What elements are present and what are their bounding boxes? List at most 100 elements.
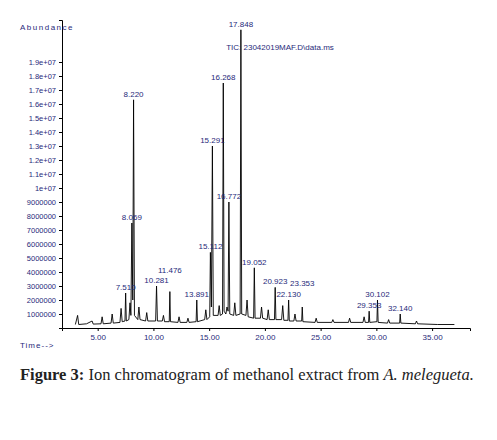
peak-label: 32.140 xyxy=(388,304,413,313)
y-tick: 7000000 xyxy=(27,226,62,235)
y-tick-mark xyxy=(59,258,62,259)
y-tick-label: 1.5e+07 xyxy=(29,114,56,123)
x-tick-label: 30.00 xyxy=(367,333,388,342)
x-tick-mark xyxy=(432,328,433,331)
x-tick-mark xyxy=(376,328,377,331)
peak-label: 10.281 xyxy=(144,276,169,285)
y-tick-label: 1.4e+07 xyxy=(29,128,56,137)
y-tick-mark xyxy=(59,272,62,273)
y-tick: 4000000 xyxy=(27,268,62,277)
x-tick-mark xyxy=(98,328,99,331)
y-tick-mark xyxy=(59,314,62,315)
y-tick-mark xyxy=(59,174,62,175)
peak-label: 15.112 xyxy=(198,242,222,251)
y-tick-mark xyxy=(59,160,62,161)
y-tick-mark xyxy=(59,216,62,217)
y-tick-mark xyxy=(59,286,62,287)
y-tick-label: 4000000 xyxy=(27,268,56,277)
x-tick-mark xyxy=(153,328,154,331)
y-tick-mark xyxy=(59,132,62,133)
peak-label: 19.052 xyxy=(242,258,267,267)
y-tick-label: 1.6e+07 xyxy=(29,100,56,109)
caption-label: Figure 3: xyxy=(20,365,84,384)
y-tick: 1.9e+07 xyxy=(29,58,62,67)
x-tick-label: 35.00 xyxy=(423,333,444,342)
y-axis: 1000000 2000000 3000000 4000000 5000000 60000… xyxy=(27,21,63,329)
y-tick: 1.4e+07 xyxy=(29,128,62,137)
x-tick-label: 20.00 xyxy=(255,333,276,342)
y-tick-label: 1.8e+07 xyxy=(29,72,56,81)
y-tick-mark xyxy=(59,202,62,203)
y-tick: 1.2e+07 xyxy=(29,156,62,165)
y-tick: 3000000 xyxy=(27,282,62,291)
figure: 1000000 2000000 3000000 4000000 5000000 60000… xyxy=(0,0,497,440)
y-tick-mark xyxy=(59,90,62,91)
peak-label: 30.102 xyxy=(365,290,390,299)
x-tick: 20.00 xyxy=(255,328,276,342)
y-tick-mark xyxy=(59,188,62,189)
peak-label: 23.353 xyxy=(290,279,315,288)
chromatogram-trace xyxy=(75,30,454,325)
x-tick-mark xyxy=(265,328,266,331)
x-tick-mark xyxy=(209,328,210,331)
caption-species: A. melegueta. xyxy=(384,365,474,384)
y-tick-label: 1.2e+07 xyxy=(29,156,56,165)
x-tick: 15.00 xyxy=(200,328,221,342)
peak-label: 20.923 xyxy=(263,277,288,286)
y-tick-mark xyxy=(59,118,62,119)
y-tick-mark xyxy=(59,62,62,63)
peak-label: 7.510 xyxy=(116,283,137,292)
caption-text: Ion chromatogram of methanol extract fro… xyxy=(88,365,379,384)
y-axis-line xyxy=(59,21,63,329)
peak-label: 8.220 xyxy=(124,90,145,99)
peak-label: 29.353 xyxy=(357,301,382,310)
peak-label: 15.291 xyxy=(200,136,225,145)
y-tick: 5000000 xyxy=(27,254,62,263)
y-tick: 6000000 xyxy=(27,240,62,249)
peak-label: 11.476 xyxy=(158,266,182,275)
y-tick-label: 6000000 xyxy=(27,240,56,249)
x-tick-mark xyxy=(321,328,322,331)
y-tick: 1e+07 xyxy=(35,184,62,193)
y-tick-label: 1.3e+07 xyxy=(29,142,56,151)
x-tick-label: 10.00 xyxy=(144,333,165,342)
y-tick-mark xyxy=(59,104,62,105)
y-tick-label: 1.7e+07 xyxy=(29,86,56,95)
y-tick: 1.6e+07 xyxy=(29,100,62,109)
y-tick-mark xyxy=(59,146,62,147)
y-tick-label: 1e+07 xyxy=(35,184,56,193)
x-axis-title: Time--> xyxy=(20,341,54,350)
y-tick-mark xyxy=(59,230,62,231)
x-tick-label: 25.00 xyxy=(311,333,332,342)
plot-area xyxy=(75,30,454,325)
x-tick: 5.00 xyxy=(90,328,106,342)
x-tick-label: 15.00 xyxy=(200,333,221,342)
y-tick-label: 1.1e+07 xyxy=(29,170,56,179)
y-tick: 1000000 xyxy=(27,310,62,319)
y-tick: 2000000 xyxy=(27,296,62,305)
y-tick-label: 9000000 xyxy=(27,198,56,207)
x-axis-line xyxy=(63,329,471,332)
y-tick-label: 7000000 xyxy=(27,226,56,235)
y-tick-mark xyxy=(59,76,62,77)
y-tick-label: 1.9e+07 xyxy=(29,58,56,67)
peak-label: 22.130 xyxy=(276,290,301,299)
y-tick: 1.1e+07 xyxy=(29,170,62,179)
x-tick: 35.00 xyxy=(423,328,444,342)
title: TIC: 23042019MAF.D\data.ms xyxy=(226,43,334,52)
y-tick-label: 8000000 xyxy=(27,212,56,221)
x-tick-label: 5.00 xyxy=(90,333,106,342)
peak-label: 13.891 xyxy=(185,290,210,299)
y-axis-title: Abundance xyxy=(20,23,74,32)
y-tick-mark xyxy=(59,244,62,245)
x-tick: 10.00 xyxy=(144,328,165,342)
y-tick: 1.8e+07 xyxy=(29,72,62,81)
peak-label: 16.268 xyxy=(211,73,236,82)
y-tick-mark xyxy=(59,300,62,301)
x-axis: 5.00 10.00 15.00 20.00 25.00 30.00 35.00 xyxy=(63,328,471,342)
caption: Figure 3: Ion chromatogram of methanol e… xyxy=(20,364,482,385)
y-tick: 8000000 xyxy=(27,212,62,221)
peak-label: 17.848 xyxy=(229,20,254,29)
y-tick: 9000000 xyxy=(27,198,62,207)
peak-label: 16.772 xyxy=(217,192,242,201)
